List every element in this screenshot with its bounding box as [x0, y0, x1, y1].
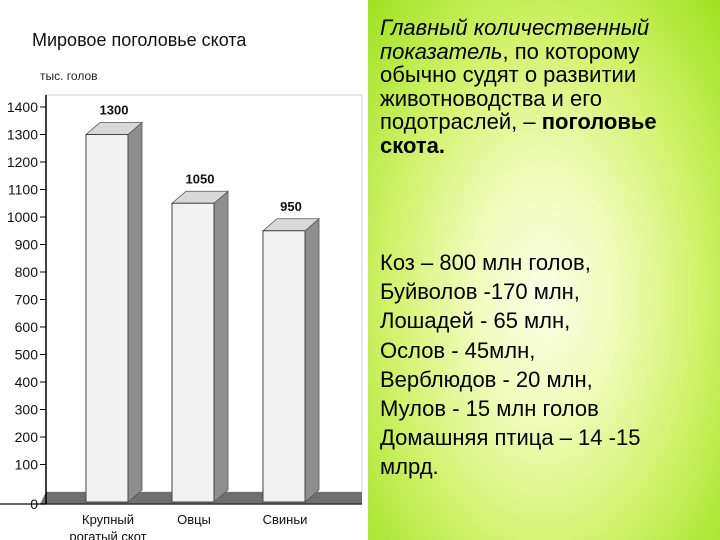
stat-line: Лошадей - 65 млн,: [380, 308, 571, 334]
y-tick-label: 800: [15, 264, 39, 280]
y-tick-label: 500: [15, 347, 39, 363]
stat-line: Ослов - 45млн,: [380, 337, 536, 363]
x-category-label: Свиньи: [263, 512, 308, 527]
y-tick-label: 700: [15, 292, 39, 308]
stat-line: Домашняя птица – 14 -15: [380, 425, 641, 451]
y-tick-label: 0: [30, 496, 38, 512]
intro-term: поголовье скота.: [380, 109, 657, 158]
bar: [262, 230, 306, 503]
x-category-label-line: рогатый скот: [69, 529, 146, 540]
y-tick-label: 1100: [8, 182, 38, 198]
bar-side: [127, 121, 143, 503]
stat-line: Коз – 800 млн голов,: [380, 250, 591, 275]
bar: [85, 134, 129, 503]
text-panel: [368, 0, 720, 540]
y-tick-label: 1200: [7, 154, 38, 170]
y-tick-label: 200: [15, 429, 39, 445]
intro-lead: Главный количественный показатель: [380, 15, 650, 64]
livestock-bar-chart: тыс. голов 0 100 200 300 400 500 600 700 800 900 10…: [0, 69, 363, 540]
y-tick-label: 1300: [7, 127, 38, 143]
stat-line: Мулов - 15 млн голов: [380, 396, 599, 422]
bar-side: [304, 217, 320, 503]
livestock-stats-list: Коз – 800 млн голов, Буйволов -170 млн, …: [380, 248, 716, 482]
intro-rest: , по которому обычно судят о развитии жи…: [380, 38, 640, 135]
stat-line: Верблюдов - 20 млн,: [380, 366, 593, 392]
y-tick-label: 600: [15, 319, 39, 335]
stat-line: млрд.: [380, 454, 439, 480]
y-axis-unit-label: тыс. голов: [40, 69, 98, 83]
y-tick-label: 100: [15, 457, 39, 473]
y-tick-label: 1400: [7, 99, 38, 115]
bar-value-label: 1300: [100, 103, 129, 118]
y-tick-label: 900: [15, 237, 39, 253]
slide-title: Мировое поголовье скота: [32, 30, 247, 50]
intro-paragraph: Главный количественный показатель, по ко…: [380, 16, 716, 158]
bar: [171, 202, 215, 503]
x-category-label-line: Крупный: [82, 512, 134, 527]
bar-value-label: 1050: [186, 171, 215, 186]
x-category-label: Крупный рогатый скот: [69, 512, 146, 540]
y-tick-label: 400: [15, 374, 39, 390]
stat-line: Буйволов -170 млн,: [380, 279, 580, 305]
x-category-label-line: Овцы: [177, 512, 211, 527]
x-category-label: Овцы: [177, 512, 211, 527]
y-tick-label: 1000: [7, 209, 38, 225]
x-category-label-line: Свиньи: [263, 512, 308, 527]
bar-side: [213, 190, 229, 503]
y-tick-label: 300: [15, 402, 39, 418]
bar-value-label: 950: [280, 199, 302, 214]
